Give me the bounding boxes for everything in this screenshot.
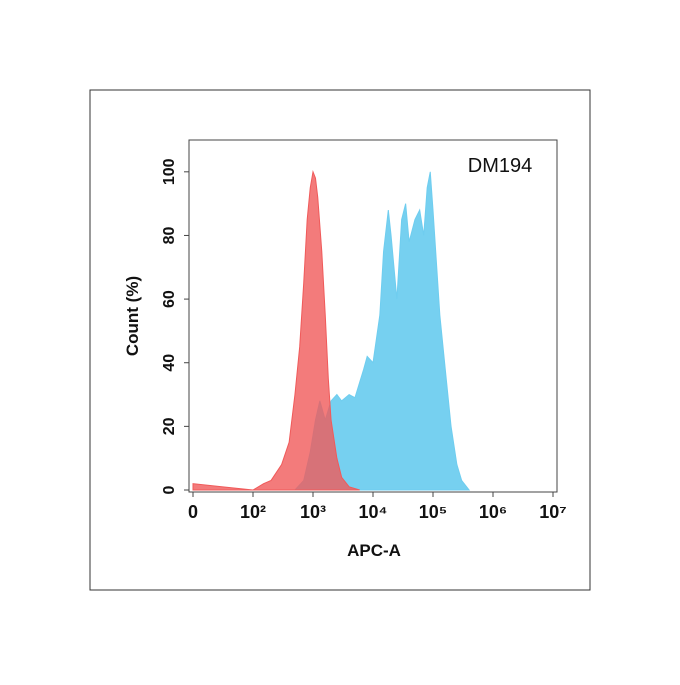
- y-tick-label: 0: [161, 485, 178, 494]
- plot-area: [192, 169, 471, 491]
- x-tick-label: 10⁷: [539, 502, 566, 522]
- y-tick-label: 100: [161, 158, 178, 185]
- histogram-area: [192, 169, 360, 491]
- x-axis-label: APC-A: [347, 541, 401, 560]
- x-tick-label: 10³: [300, 502, 326, 522]
- y-tick-label: 80: [161, 226, 178, 244]
- y-tick-label: 20: [161, 417, 178, 435]
- y-tick-label: 40: [161, 354, 178, 372]
- x-tick-label: 10⁶: [479, 502, 507, 522]
- x-tick-label: 10⁵: [419, 502, 447, 522]
- annotation: DM194: [468, 155, 532, 177]
- outer-frame: [89, 89, 591, 591]
- y-tick-label: 60: [161, 290, 178, 308]
- y-axis-label: Count (%): [123, 276, 142, 356]
- x-tick-label: 10²: [240, 502, 266, 522]
- x-tick-label: 0: [188, 502, 198, 522]
- x-tick-label: 10⁴: [359, 502, 388, 522]
